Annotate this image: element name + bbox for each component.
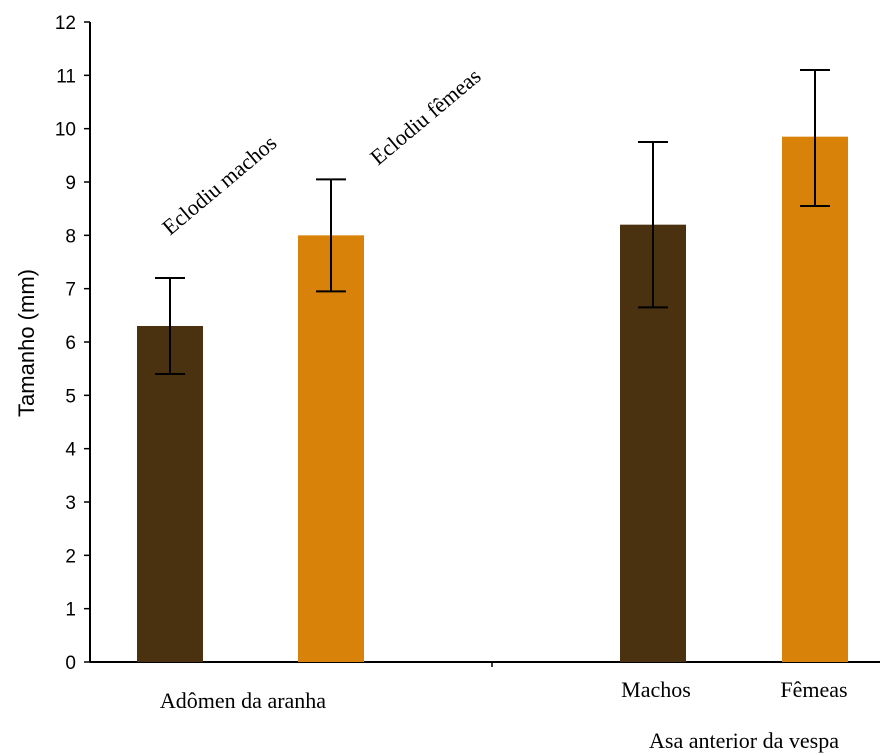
y-tick-label: 3 bbox=[65, 493, 76, 514]
error-bars bbox=[155, 69, 830, 375]
y-tick-label: 9 bbox=[65, 173, 76, 194]
bar-label-eclodiu-machos: Eclodiu machos bbox=[157, 130, 281, 240]
group-label-asa-anterior: Asa anterior da vespa bbox=[649, 728, 839, 753]
y-tick-label: 6 bbox=[65, 333, 76, 354]
y-tick-label: 5 bbox=[65, 386, 76, 407]
y-tick-label: 10 bbox=[55, 120, 76, 141]
x-tick-label-femeas: Fêmeas bbox=[780, 677, 847, 702]
bar bbox=[782, 136, 848, 662]
y-tick-label: 8 bbox=[65, 226, 76, 247]
bar bbox=[298, 235, 364, 663]
bars bbox=[137, 136, 848, 663]
x-tick-label-machos: Machos bbox=[621, 677, 691, 702]
y-tick-label: 7 bbox=[65, 280, 76, 301]
y-axis-label: Tamanho (mm) bbox=[14, 269, 39, 417]
y-tick-label: 4 bbox=[65, 440, 76, 461]
y-tick-label: 12 bbox=[55, 13, 76, 34]
y-tick-label: 1 bbox=[65, 600, 76, 621]
bar bbox=[137, 326, 203, 662]
y-tick-label: 0 bbox=[65, 653, 76, 674]
bar-label-eclodiu-femeas: Eclodiu fêmeas bbox=[365, 63, 485, 170]
group-label-adomen: Adômen da aranha bbox=[160, 688, 326, 713]
y-tick-label: 11 bbox=[56, 66, 76, 87]
y-tick-label: 2 bbox=[65, 546, 76, 567]
